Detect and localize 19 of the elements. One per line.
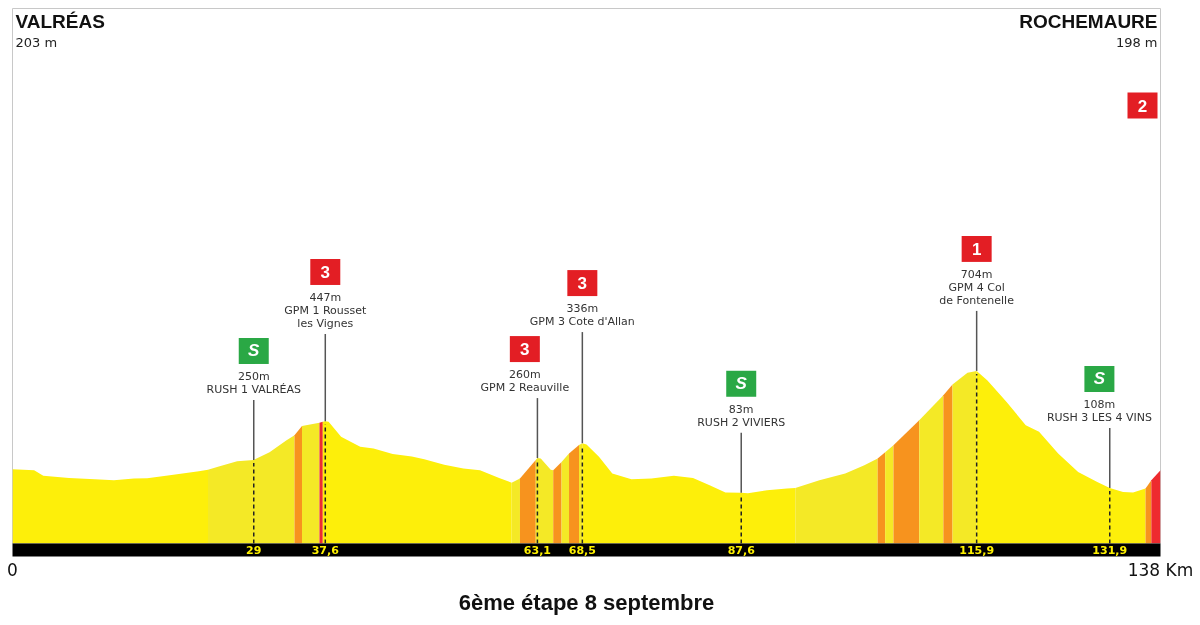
- x-tick-label: 29: [246, 543, 262, 557]
- annotation: S 250m RUSH 1 VALRÉAS: [206, 341, 302, 396]
- text: VALRÉAS 203 m: [15, 10, 105, 50]
- annotation: S 83m RUSH 2 VIVIERS: [697, 374, 786, 429]
- text: ROCHEMAURE 198 m 2: [1019, 10, 1158, 116]
- text: 0: [7, 559, 18, 580]
- text: 138 Km: [1127, 559, 1194, 580]
- x-tick-label: 68,5: [568, 543, 596, 557]
- annotation: 3 336m GPM 3 Cote d'Allan: [529, 274, 635, 329]
- annotation: 3 447m GPM 1 Rousset les Vignes: [284, 262, 367, 330]
- text: 6ème étape 8 septembre: [458, 589, 715, 615]
- x-tick-label: 37,6: [311, 543, 340, 557]
- annotation: 1 704m GPM 4 Col de Fontenelle: [939, 239, 1015, 307]
- annotation: 3 260m GPM 2 Reauville: [480, 340, 570, 395]
- annotation: S 108m RUSH 3 LES 4 VINS: [1046, 369, 1152, 424]
- x-tick-label: 63,1: [523, 543, 551, 557]
- x-tick-label: 131,9: [1092, 543, 1128, 557]
- x-tick-label: 87,6: [727, 543, 756, 557]
- x-tick-label: 115,9: [959, 543, 995, 557]
